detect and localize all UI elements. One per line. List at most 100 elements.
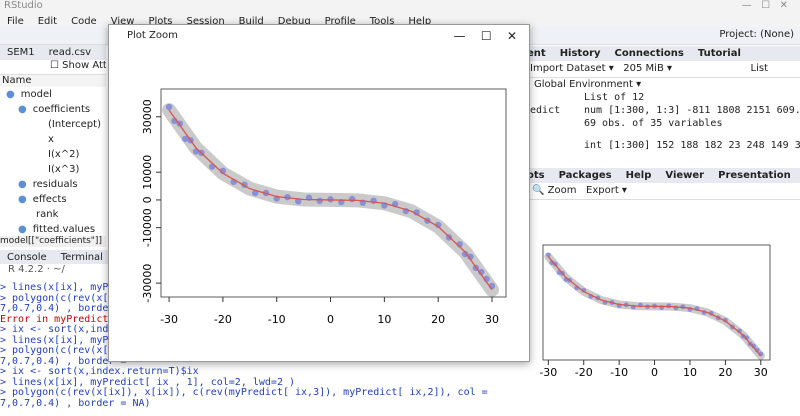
expander[interactable]: ●: [6, 89, 15, 100]
tab[interactable]: History: [559, 48, 601, 59]
label: effects: [32, 194, 67, 205]
app-title: RStudio: [4, 0, 43, 11]
source-pane: SEM1 read.csv ☐ Show Attribute Name ●mode…: [0, 45, 106, 245]
project[interactable]: Project: (None): [719, 29, 794, 40]
env-rows: List of 12 redict num [1:300, 1:3] -811 18…: [520, 92, 800, 152]
column-header: Name: [0, 75, 106, 87]
tree-item[interactable]: ● residuals: [0, 177, 106, 192]
console-line: 7,0.7,0.4) , border =: [0, 303, 127, 314]
tab[interactable]: Plots: [148, 16, 173, 27]
window-controls[interactable]: — ☐ ✕: [741, 0, 788, 11]
tab[interactable]: ent: [527, 48, 546, 59]
tree-item[interactable]: ● model: [0, 87, 106, 102]
x-tick-label: 20: [718, 366, 732, 379]
memory: 205 MiB: [623, 63, 664, 74]
plot-tabs: ots Packages Help Viewer Presentation: [520, 168, 800, 183]
label: residuals: [32, 179, 78, 190]
r-version: R 4.2.2 · ~/: [8, 264, 65, 275]
console-line: Error in myPredict[ix: [0, 313, 127, 325]
tab[interactable]: SEM1: [7, 47, 35, 58]
console-line: > polygon(c(rev(x[ix]), x[ix]), c(rev(my…: [0, 387, 490, 398]
menu-bar: File Edit Code View Plots Session Build Debug Pr…: [0, 14, 800, 27]
tab[interactable]: View: [110, 16, 135, 27]
tab[interactable]: Debug: [277, 16, 311, 27]
tab[interactable]: Tools: [369, 16, 395, 27]
label: coefficients: [32, 104, 91, 115]
expander[interactable]: ●: [18, 224, 27, 235]
point: [478, 268, 485, 276]
label: fitted.values: [32, 224, 96, 235]
console-line: > lines(x[ix], myPredict[ ix , 1], col=2…: [0, 376, 296, 388]
tab[interactable]: File: [7, 16, 24, 27]
export[interactable]: Export: [586, 185, 619, 196]
tab[interactable]: Profile: [324, 16, 356, 27]
tree-item[interactable]: I(x^3): [0, 162, 106, 177]
expander[interactable]: ●: [18, 104, 27, 115]
console-line: > lines(x[ix], myPre: [0, 334, 121, 346]
tree-item[interactable]: (Intercept): [0, 117, 106, 132]
x-tick-label: -20: [214, 313, 232, 326]
env-value: num [1:300, 1:3] -811 1808 2151 609...: [584, 105, 800, 116]
y-tick-label: -10000: [141, 208, 154, 247]
console-line: 7,0.7,0.4) , border = NA): [0, 397, 151, 409]
tree-item[interactable]: ● coefficients: [0, 102, 106, 117]
tab[interactable]: Viewer: [665, 170, 705, 181]
window-title: Plot Zoom: [127, 30, 178, 41]
x-tick-label: -10: [610, 366, 628, 379]
tab[interactable]: Tutorial: [697, 48, 741, 59]
tree-item[interactable]: x: [0, 132, 106, 147]
plot-box: [160, 88, 507, 298]
tree-item[interactable]: ● effects: [0, 192, 106, 207]
x-tick-label: 30: [485, 313, 499, 326]
tab[interactable]: Presentation: [718, 170, 791, 181]
console-line: > polygon(c(rev(x[ix]: [0, 292, 127, 304]
x-tick-label: 30: [754, 366, 768, 379]
y-tick-label: 30000: [141, 99, 154, 134]
scope[interactable]: Global Environment ▾: [534, 79, 642, 90]
env-row: List of 12: [520, 92, 800, 104]
tree-item[interactable]: rank: [0, 207, 106, 222]
plot-toolbar: 🔍 Zoom Export ▾: [520, 183, 800, 200]
point: [316, 197, 323, 204]
tree-item[interactable]: ● fitted.values: [0, 222, 106, 237]
plot-zoom-window: Plot Zoom — ☐ ✕ -30 -20 -10 0 10 20 30 -30000 -1…: [108, 24, 530, 362]
window-controls[interactable]: — ☐ ✕: [453, 29, 517, 43]
tab[interactable]: Edit: [37, 16, 58, 27]
y-tick-label: 10000: [141, 155, 154, 190]
tab[interactable]: Build: [238, 16, 264, 27]
tab[interactable]: Code: [71, 16, 97, 27]
x-tick-label: -20: [575, 366, 593, 379]
console-line: > ix <- sort(x,index.: [0, 324, 127, 335]
zoom[interactable]: Zoom: [547, 185, 577, 196]
point: [545, 252, 551, 258]
view-mode[interactable]: List: [750, 63, 768, 74]
y-tick-label: -30000: [141, 264, 154, 303]
expander[interactable]: ●: [18, 179, 27, 190]
tab[interactable]: Help: [625, 170, 652, 181]
tab[interactable]: read.csv: [48, 47, 91, 58]
import-dataset[interactable]: Import Dataset: [530, 63, 606, 74]
tab[interactable]: Session: [186, 16, 225, 27]
x-tick-label: 20: [431, 313, 445, 326]
point: [467, 253, 474, 260]
expander[interactable]: ●: [18, 194, 27, 205]
show-attributes[interactable]: ☐ Show Attribute: [0, 60, 106, 75]
tab[interactable]: Terminal: [60, 252, 103, 263]
tab[interactable]: Help: [408, 16, 432, 27]
env-value: 69 obs. of 35 variables: [584, 118, 723, 129]
plots-pane: ots Packages Help Viewer Presentation 🔍 Zoom…: [520, 168, 800, 416]
tab[interactable]: Packages: [558, 170, 612, 181]
console-line: > polygon(c(rev(x[ix]: [0, 345, 127, 356]
tab[interactable]: Connections: [614, 48, 684, 59]
tab[interactable]: ots: [527, 170, 545, 181]
tab[interactable]: Console: [7, 252, 47, 263]
tree-item[interactable]: I(x^2): [0, 147, 106, 162]
label: Show Attribute: [62, 60, 106, 71]
scope-label: Global Environment: [534, 79, 633, 90]
point: [461, 250, 469, 258]
env-toolbar: Import Dataset ▾ 205 MiB ▾ List: [520, 61, 800, 78]
label: I(x^3): [48, 164, 80, 175]
title-bar: RStudio — ☐ ✕: [0, 0, 800, 14]
label: x: [48, 134, 54, 145]
